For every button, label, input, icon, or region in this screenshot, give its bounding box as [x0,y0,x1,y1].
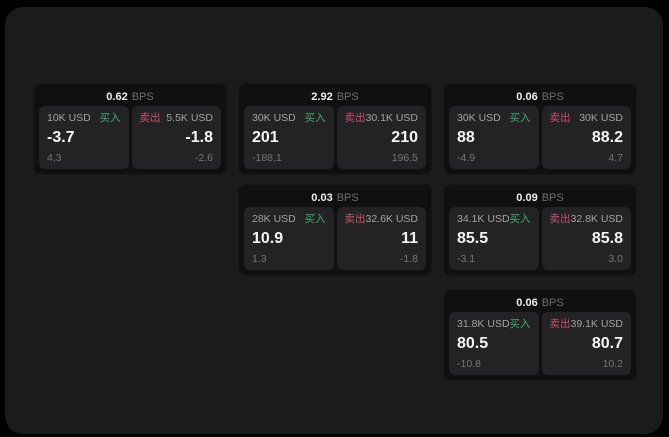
spread-value: 0.03 [311,191,333,204]
sell-label: 卖出 [344,213,366,225]
buy-panel[interactable]: 30K USD 买入 88 -4.9 [449,106,539,169]
sell-price: 88.2 [591,129,623,146]
spread-value: 0.62 [106,90,128,103]
buy-change: 4.3 [47,152,62,164]
sell-price: 210 [391,129,418,146]
bps-unit-label: BPS [541,90,564,103]
quote-card-4: 0.03 BPS 28K USD 买入 10.9 1.3 卖出 32.6K US… [238,184,432,276]
sell-price: 11 [401,230,418,247]
buy-panel[interactable]: 10K USD 买入 -3.7 4.3 [39,106,129,169]
buy-change: -4.9 [457,152,476,164]
sell-amount: 30.1K USD [365,112,419,124]
spread-header: 0.62 BPS [34,84,226,105]
buy-amount: 28K USD [252,213,296,225]
sell-change: -2.6 [194,152,213,164]
sell-panel[interactable]: 卖出 30.1K USD 210 196.5 [336,106,426,169]
sell-price: -1.8 [185,129,213,146]
buy-label: 买入 [509,112,531,124]
sell-panel[interactable]: 卖出 32.6K USD 11 -1.8 [336,207,426,270]
sell-amount: 39.1K USD [570,318,624,330]
buy-change: 1.3 [252,253,267,265]
spread-value: 0.06 [516,90,538,103]
sell-amount: 32.8K USD [570,213,624,225]
trading-window: 0.62 BPS 10K USD 买入 -3.7 4.3 卖出 5.5K USD… [5,7,663,434]
sell-label: 卖出 [549,112,571,124]
quote-card-5: 0.09 BPS 34.1K USD 买入 85.5 -3.1 卖出 32.8K… [443,184,637,276]
buy-amount: 34.1K USD [457,213,510,225]
spread-value: 2.92 [311,90,333,103]
sell-label: 卖出 [549,318,571,330]
buy-label: 买入 [509,318,531,330]
sell-amount: 5.5K USD [166,112,213,124]
buy-price: 85.5 [457,230,489,247]
spread-header: 0.06 BPS [444,290,636,311]
buy-label: 买入 [304,112,326,124]
buy-amount: 31.8K USD [457,318,510,330]
sell-panel[interactable]: 卖出 30K USD 88.2 4.7 [541,106,631,169]
buy-panel[interactable]: 31.8K USD 买入 80.5 -10.8 [449,312,539,375]
sell-change: 196.5 [391,152,418,164]
buy-label: 买入 [509,213,531,225]
buy-price: 88 [457,129,475,146]
buy-amount: 30K USD [252,112,296,124]
sell-panel[interactable]: 卖出 5.5K USD -1.8 -2.6 [131,106,221,169]
buy-change: -3.1 [457,253,476,265]
buy-price: 201 [252,129,279,146]
sell-label: 卖出 [139,112,161,124]
sell-panel[interactable]: 卖出 39.1K USD 80.7 10.2 [541,312,631,375]
buy-price: 10.9 [252,230,284,247]
buy-price: 80.5 [457,335,489,352]
bps-unit-label: BPS [336,191,359,204]
buy-panel[interactable]: 34.1K USD 买入 85.5 -3.1 [449,207,539,270]
spread-header: 2.92 BPS [239,84,431,105]
spread-header: 0.06 BPS [444,84,636,105]
buy-amount: 30K USD [457,112,501,124]
buy-change: -10.8 [457,358,481,370]
sell-amount: 30K USD [579,112,623,124]
quote-card-3: 0.06 BPS 30K USD 买入 88 -4.9 卖出 30K USD 8… [443,83,637,175]
spread-header: 0.03 BPS [239,185,431,206]
buy-label: 买入 [304,213,326,225]
buy-panel[interactable]: 28K USD 买入 10.9 1.3 [244,207,334,270]
sell-label: 卖出 [344,112,366,124]
sell-change: 10.2 [602,358,623,370]
sell-price: 80.7 [591,335,623,352]
quote-card-2: 2.92 BPS 30K USD 买入 201 -188.1 卖出 30.1K … [238,83,432,175]
spread-value: 0.06 [516,296,538,309]
quote-card-6: 0.06 BPS 31.8K USD 买入 80.5 -10.8 卖出 39.1… [443,289,637,381]
buy-panel[interactable]: 30K USD 买入 201 -188.1 [244,106,334,169]
bps-unit-label: BPS [541,191,564,204]
sell-change: 4.7 [608,152,623,164]
buy-price: -3.7 [47,129,75,146]
quote-card-1: 0.62 BPS 10K USD 买入 -3.7 4.3 卖出 5.5K USD… [33,83,227,175]
bps-unit-label: BPS [336,90,359,103]
spread-value: 0.09 [516,191,538,204]
buy-label: 买入 [99,112,121,124]
sell-label: 卖出 [549,213,571,225]
sell-change: 3.0 [608,253,623,265]
spread-header: 0.09 BPS [444,185,636,206]
bps-unit-label: BPS [131,90,154,103]
sell-price: 85.8 [591,230,623,247]
sell-change: -1.8 [399,253,418,265]
bps-unit-label: BPS [541,296,564,309]
sell-panel[interactable]: 卖出 32.8K USD 85.8 3.0 [541,207,631,270]
buy-amount: 10K USD [47,112,91,124]
buy-change: -188.1 [252,152,282,164]
sell-amount: 32.6K USD [365,213,419,225]
